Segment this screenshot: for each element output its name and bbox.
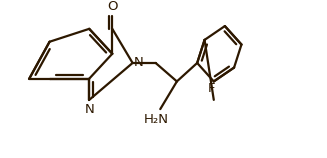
Text: H₂N: H₂N: [144, 113, 169, 126]
Text: N: N: [133, 56, 143, 70]
Text: N: N: [84, 103, 94, 116]
Text: O: O: [107, 0, 117, 13]
Text: F: F: [208, 82, 216, 95]
